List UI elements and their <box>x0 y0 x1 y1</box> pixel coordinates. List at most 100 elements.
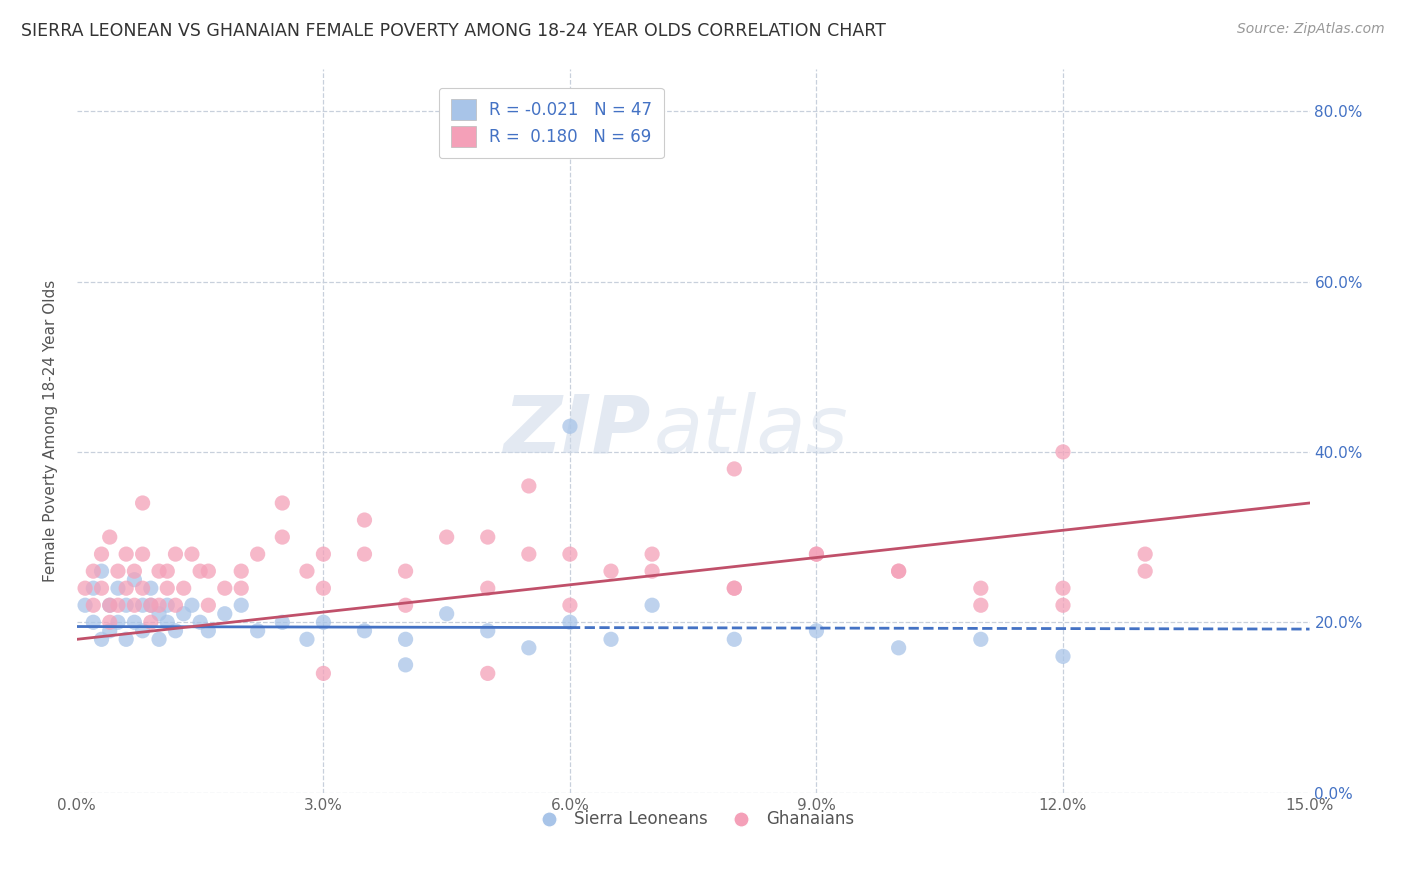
Point <box>806 547 828 561</box>
Point <box>970 632 993 647</box>
Point <box>723 581 745 595</box>
Point <box>115 581 138 595</box>
Point <box>806 624 828 638</box>
Point <box>148 564 170 578</box>
Point <box>139 581 162 595</box>
Point <box>173 607 195 621</box>
Point <box>394 599 416 613</box>
Text: SIERRA LEONEAN VS GHANAIAN FEMALE POVERTY AMONG 18-24 YEAR OLDS CORRELATION CHAR: SIERRA LEONEAN VS GHANAIAN FEMALE POVERT… <box>21 22 886 40</box>
Point <box>295 632 318 647</box>
Point <box>517 479 540 493</box>
Point <box>90 632 112 647</box>
Y-axis label: Female Poverty Among 18-24 Year Olds: Female Poverty Among 18-24 Year Olds <box>44 279 58 582</box>
Point <box>394 657 416 672</box>
Point <box>887 564 910 578</box>
Point <box>1052 599 1074 613</box>
Point <box>156 615 179 630</box>
Point <box>723 581 745 595</box>
Point <box>312 547 335 561</box>
Point <box>641 564 664 578</box>
Point <box>517 640 540 655</box>
Point <box>75 599 97 613</box>
Point <box>156 564 179 578</box>
Point <box>970 581 993 595</box>
Point <box>115 547 138 561</box>
Point <box>394 564 416 578</box>
Point <box>139 599 162 613</box>
Point <box>107 615 129 630</box>
Point <box>139 615 162 630</box>
Point <box>558 615 581 630</box>
Point <box>641 547 664 561</box>
Point <box>131 496 153 510</box>
Point <box>214 581 236 595</box>
Point <box>82 599 104 613</box>
Point <box>188 615 211 630</box>
Text: Source: ZipAtlas.com: Source: ZipAtlas.com <box>1237 22 1385 37</box>
Point <box>107 599 129 613</box>
Point <box>98 615 121 630</box>
Point <box>353 513 375 527</box>
Point <box>107 564 129 578</box>
Point <box>600 564 623 578</box>
Point <box>148 607 170 621</box>
Point <box>90 564 112 578</box>
Point <box>148 599 170 613</box>
Point <box>271 496 294 510</box>
Point <box>246 624 269 638</box>
Point <box>231 599 253 613</box>
Point <box>312 581 335 595</box>
Point <box>115 632 138 647</box>
Point <box>188 564 211 578</box>
Point <box>124 573 146 587</box>
Point <box>115 599 138 613</box>
Point <box>723 462 745 476</box>
Point <box>312 666 335 681</box>
Point <box>231 564 253 578</box>
Point <box>600 632 623 647</box>
Point <box>394 632 416 647</box>
Point <box>124 599 146 613</box>
Point <box>477 666 499 681</box>
Point <box>970 599 993 613</box>
Text: ZIP: ZIP <box>503 392 650 469</box>
Point <box>271 530 294 544</box>
Point <box>75 581 97 595</box>
Point <box>156 599 179 613</box>
Legend: Sierra Leoneans, Ghanaians: Sierra Leoneans, Ghanaians <box>526 804 860 835</box>
Point <box>436 530 458 544</box>
Point <box>98 599 121 613</box>
Point <box>558 547 581 561</box>
Point <box>131 581 153 595</box>
Point <box>148 632 170 647</box>
Point <box>887 564 910 578</box>
Point <box>1052 445 1074 459</box>
Point <box>131 624 153 638</box>
Point <box>246 547 269 561</box>
Text: atlas: atlas <box>654 392 848 469</box>
Point <box>124 564 146 578</box>
Point <box>214 607 236 621</box>
Point <box>139 599 162 613</box>
Point <box>1052 649 1074 664</box>
Point <box>173 581 195 595</box>
Point <box>723 632 745 647</box>
Point <box>98 599 121 613</box>
Point <box>197 624 219 638</box>
Point <box>295 564 318 578</box>
Point <box>82 564 104 578</box>
Point <box>82 581 104 595</box>
Point <box>90 581 112 595</box>
Point <box>165 599 187 613</box>
Point <box>165 624 187 638</box>
Point <box>517 547 540 561</box>
Point <box>1133 564 1156 578</box>
Point <box>1052 581 1074 595</box>
Point <box>156 581 179 595</box>
Point <box>558 419 581 434</box>
Point <box>887 640 910 655</box>
Point <box>180 547 202 561</box>
Point <box>353 547 375 561</box>
Point <box>90 547 112 561</box>
Point <box>180 599 202 613</box>
